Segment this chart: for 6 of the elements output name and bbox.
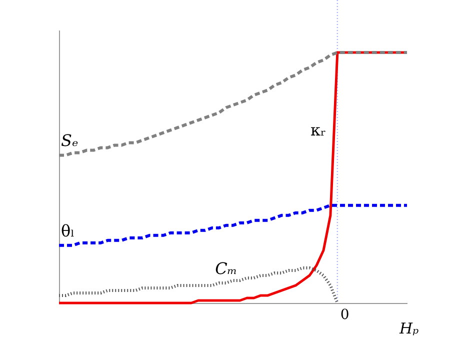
text: 0 (340, 307, 350, 323)
series-label: κᵣ (310, 120, 326, 140)
series-label: Sₑ (61, 131, 78, 150)
series-label: θₗ (61, 221, 75, 240)
series-label: Cₘ (215, 258, 238, 278)
x-axis-title: Hₚ (398, 320, 419, 338)
